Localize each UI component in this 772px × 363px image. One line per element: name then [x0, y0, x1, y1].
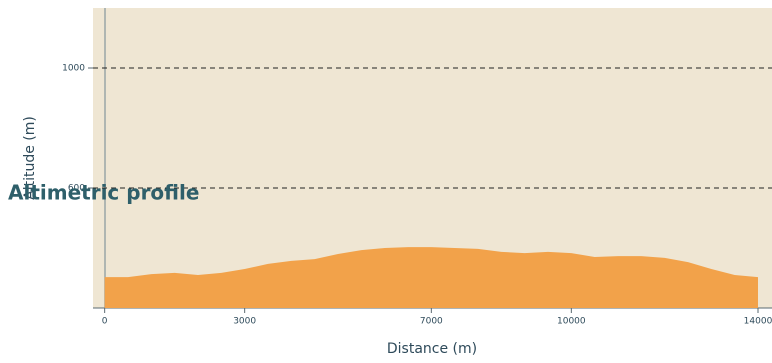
x-tick-label: 7000 [420, 317, 443, 327]
x-tick-label: 3000 [233, 317, 256, 327]
elevation-area [104, 247, 758, 308]
x-tick-label: 14000 [744, 317, 772, 327]
x-tick-label: 0 [102, 317, 108, 327]
x-axis-label: Distance (m) [387, 341, 477, 357]
y-tick-label: 600 [68, 184, 85, 194]
y-axis-label: Altitude (m) [22, 116, 38, 200]
x-tick-label: 10000 [557, 317, 586, 327]
y-tick-label: 1000 [62, 64, 85, 74]
chart-title: Altimetric profile [8, 181, 199, 205]
